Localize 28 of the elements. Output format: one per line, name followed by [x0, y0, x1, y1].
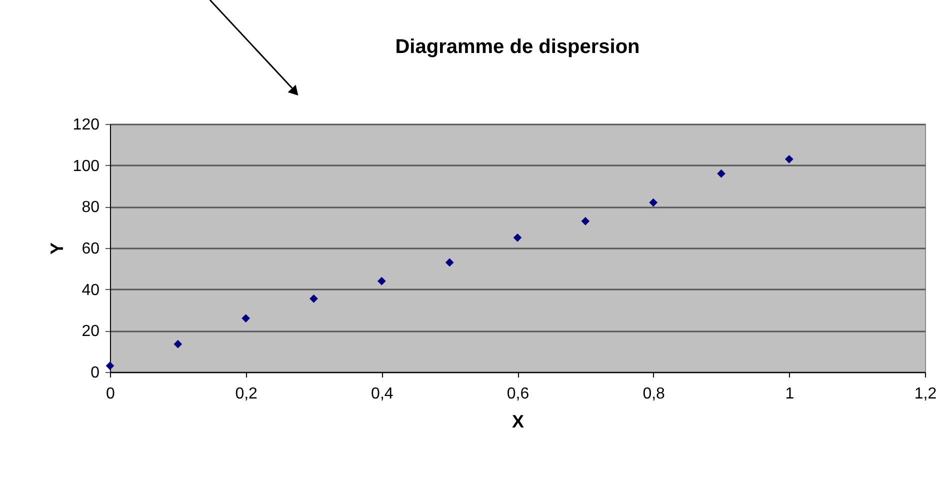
- x-tick-label: 0,4: [371, 386, 394, 402]
- chart-title: Diagramme de dispersion: [395, 36, 640, 58]
- x-tick-label: 0,6: [506, 386, 530, 402]
- point: [784, 154, 794, 164]
- y-tick-label: 60: [82, 240, 100, 258]
- point: [581, 216, 590, 226]
- point: [513, 233, 522, 242]
- x-axis-title: X: [512, 412, 524, 432]
- point: [717, 169, 726, 178]
- y-tick-label: 100: [72, 158, 100, 175]
- y-tick-label: 120: [72, 116, 100, 134]
- point: [106, 362, 114, 370]
- point: [174, 340, 182, 348]
- point: [242, 314, 250, 322]
- y-tick-label: 80: [82, 199, 100, 216]
- x-tick-label: 0: [106, 386, 116, 402]
- point: [649, 198, 658, 207]
- x-tick-label: 0,2: [235, 386, 258, 402]
- point: [377, 276, 386, 286]
- y-axis-title: Y: [46, 242, 67, 255]
- x-tick-label: 0,8: [642, 386, 666, 402]
- y-tick-label: 40: [82, 282, 100, 299]
- y-tick-label: 0: [90, 364, 100, 382]
- y-tick-label: 20: [82, 323, 100, 340]
- x-tick-label: 1,2: [914, 386, 937, 402]
- point: [445, 258, 454, 267]
- point: [310, 294, 318, 303]
- x-tick-label: 1: [785, 386, 794, 402]
